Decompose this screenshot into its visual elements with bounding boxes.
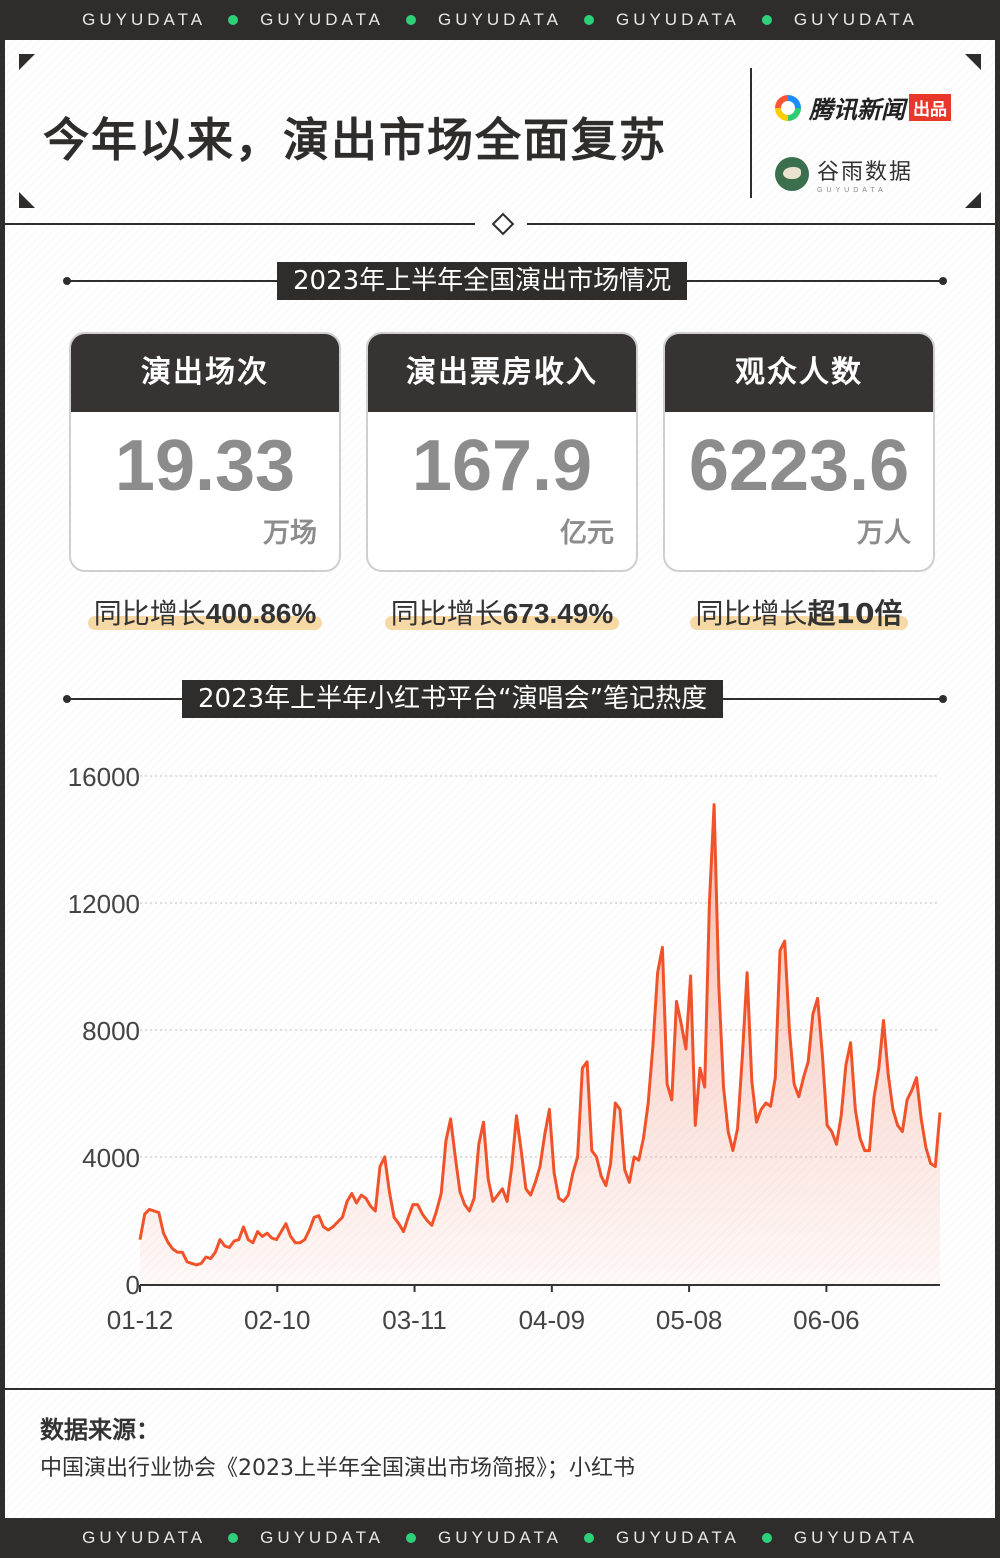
growth-value: 400.86% bbox=[205, 598, 317, 629]
stat-label: 观众人数 bbox=[665, 334, 933, 412]
band-word: GUYUDATA bbox=[615, 10, 740, 29]
band-word: GUYUDATA bbox=[793, 1528, 918, 1547]
diamond-icon bbox=[491, 212, 515, 236]
stat-value: 167.9 bbox=[411, 426, 593, 506]
growth-label: 同比增长 bbox=[93, 597, 206, 630]
growth-label: 同比增长 bbox=[390, 597, 503, 630]
band-word: GUYUDATA bbox=[260, 10, 385, 29]
x-tick-label: 03-11 bbox=[382, 1305, 447, 1335]
band-dot bbox=[761, 1533, 772, 1543]
source-divider bbox=[5, 1388, 995, 1390]
stat-unit: 亿元 bbox=[560, 518, 614, 549]
corner-mark bbox=[965, 54, 981, 70]
x-tick-label: 02-10 bbox=[244, 1305, 311, 1335]
growth-box-office: 同比增长673.49% bbox=[366, 592, 638, 632]
y-tick-label: 4000 bbox=[82, 1143, 140, 1173]
guyu-data-logo: 谷雨数据 GUYUDATA bbox=[775, 154, 913, 194]
section1-title: 2023年上半年全国演出市场情况 bbox=[277, 262, 688, 300]
series-area bbox=[140, 804, 940, 1284]
band-word: GUYUDATA bbox=[438, 10, 562, 29]
band-word: GUYUDATA bbox=[793, 10, 918, 29]
y-tick-label: 16000 bbox=[68, 762, 140, 792]
x-tick-label: 05-08 bbox=[656, 1305, 723, 1335]
band-dot bbox=[583, 1533, 594, 1543]
brand2-name: 谷雨数据 bbox=[817, 160, 914, 185]
band-word: GUYUDATA bbox=[260, 1528, 385, 1547]
infographic-card: 今年以来，演出市场全面复苏 腾讯新闻 出品 谷雨数据 GUYUDATA 2023… bbox=[5, 40, 995, 1518]
x-tick-label: 04-09 bbox=[519, 1305, 586, 1335]
page-title: 今年以来，演出市场全面复苏 bbox=[43, 113, 667, 167]
x-tick-label: 01-12 bbox=[107, 1305, 174, 1335]
y-tick-label: 0 bbox=[126, 1270, 140, 1300]
series-line bbox=[138, 803, 942, 1267]
source-text: 中国演出行业协会《2023上半年全国演出市场简报》；小红书 bbox=[40, 1456, 635, 1481]
y-tick-label: 12000 bbox=[68, 889, 140, 919]
band-word: GUYUDATA bbox=[82, 10, 207, 29]
corner-mark bbox=[19, 192, 35, 208]
stat-label: 演出场次 bbox=[71, 334, 339, 412]
brand1-badge: 出品 bbox=[909, 94, 951, 121]
header-rule-left bbox=[5, 223, 475, 225]
brand-band-top: GUYUDATA GUYUDATA GUYUDATA GUYUDATA GUYU… bbox=[0, 0, 1000, 40]
band-dot bbox=[406, 15, 417, 25]
brand1-name: 腾讯新闻 bbox=[809, 96, 905, 124]
header-rule-right bbox=[527, 223, 995, 225]
brand-band-bottom: GUYUDATA GUYUDATA GUYUDATA GUYUDATA GUYU… bbox=[0, 1518, 1000, 1558]
growth-audience: 同比增长超10倍 bbox=[663, 592, 935, 632]
stat-card-audience: 观众人数 6223.6 万人 bbox=[663, 332, 935, 572]
band-word: GUYUDATA bbox=[438, 1528, 562, 1547]
growth-value: 超10倍 bbox=[807, 597, 903, 630]
tencent-news-logo: 腾讯新闻 出品 bbox=[775, 90, 951, 125]
corner-mark bbox=[19, 54, 35, 70]
xiaohongshu-heat-chart: 0 4000 8000 12000 16000 01-12 02-10 03-11 04-09 0… bbox=[68, 762, 942, 1335]
section2-title: 2023年上半年小红书平台“演唱会”笔记热度 bbox=[182, 680, 724, 718]
y-tick-label: 8000 bbox=[82, 1016, 140, 1046]
stat-value: 19.33 bbox=[114, 426, 296, 506]
stat-label: 演出票房收入 bbox=[368, 334, 636, 412]
stat-unit: 万人 bbox=[857, 518, 911, 549]
band-dot bbox=[228, 15, 239, 25]
growth-performances: 同比增长400.86% bbox=[69, 592, 341, 632]
band-dot bbox=[761, 15, 772, 25]
header-divider bbox=[750, 68, 752, 198]
guyu-bird-icon bbox=[775, 157, 809, 191]
band-dot bbox=[228, 1533, 239, 1543]
source-label: 数据来源： bbox=[40, 1416, 160, 1444]
band-word: GUYUDATA bbox=[82, 1528, 207, 1547]
stat-card-performances: 演出场次 19.33 万场 bbox=[69, 332, 341, 572]
stat-card-box-office: 演出票房收入 167.9 亿元 bbox=[366, 332, 638, 572]
x-tick-label: 06-06 bbox=[793, 1305, 860, 1335]
brand2-sub: GUYUDATA bbox=[817, 187, 887, 194]
growth-value: 673.49% bbox=[502, 598, 614, 629]
corner-mark bbox=[965, 192, 981, 208]
tencent-ball-icon bbox=[775, 94, 801, 121]
band-dot bbox=[583, 15, 594, 25]
growth-label: 同比增长 bbox=[695, 597, 808, 630]
band-word: GUYUDATA bbox=[615, 1528, 740, 1547]
stat-value: 6223.6 bbox=[688, 426, 910, 506]
band-dot bbox=[406, 1533, 417, 1543]
stat-unit: 万场 bbox=[263, 518, 317, 549]
